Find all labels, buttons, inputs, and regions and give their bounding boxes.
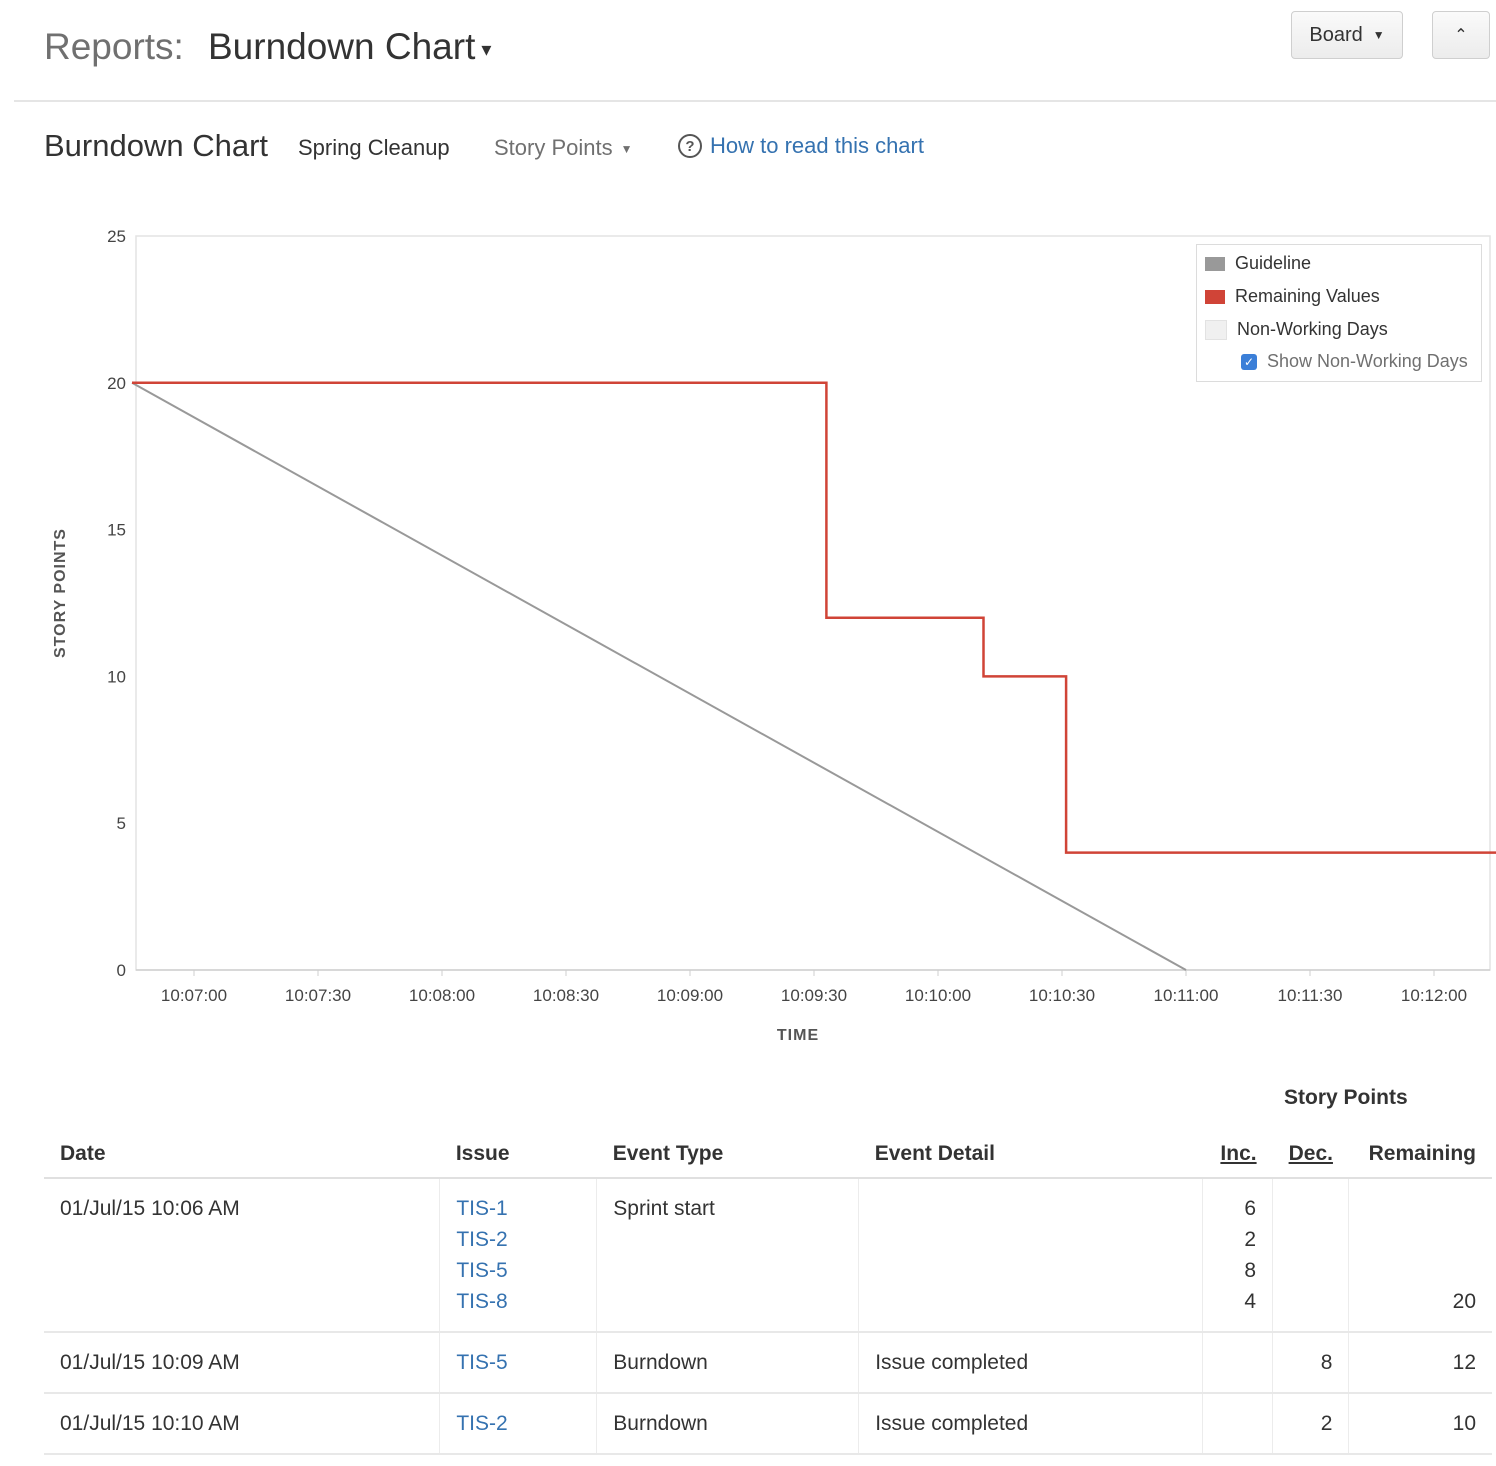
- remaining-values-series-line: [132, 381, 1496, 854]
- estimation-selector[interactable]: Story Points ▼: [494, 135, 633, 161]
- chevron-down-icon: ▼: [620, 142, 633, 157]
- show-nonworking-label: Show Non-Working Days: [1267, 351, 1468, 371]
- cell-issues: TIS-2: [439, 1393, 597, 1455]
- dec-help[interactable]: Dec.: [1288, 1141, 1333, 1165]
- help-link-label: How to read this chart: [710, 133, 924, 158]
- legend-entry-guideline: Guideline: [1205, 253, 1311, 274]
- cell-event-type: Burndown: [596, 1393, 859, 1455]
- y-tick-label: 0: [117, 961, 126, 980]
- chevron-down-icon: ▼: [1372, 28, 1385, 42]
- help-link[interactable]: ? How to read this chart: [678, 133, 924, 159]
- x-tick-label: 10:08:00: [409, 986, 475, 1005]
- x-tick-label: 10:07:30: [285, 986, 351, 1005]
- column-header-date: Date: [44, 1130, 440, 1179]
- x-axis-label: TIME: [777, 1027, 819, 1044]
- issue-link[interactable]: TIS-5: [456, 1351, 508, 1374]
- report-name: Burndown Chart: [208, 26, 476, 67]
- chevron-down-icon: ▾: [481, 38, 492, 61]
- y-tick-label: 20: [107, 374, 126, 393]
- inc-value: 6: [1244, 1197, 1257, 1220]
- inc-help[interactable]: Inc.: [1220, 1141, 1257, 1165]
- y-tick-label: 15: [107, 521, 126, 540]
- column-header-event-detail: Event Detail: [858, 1130, 1203, 1179]
- table-row: 01/Jul/15 10:09 AM TIS-5 Burndown Issue …: [44, 1332, 1492, 1394]
- cell-inc: 6 2 8 4: [1202, 1178, 1273, 1333]
- question-circle-icon: ?: [678, 134, 702, 158]
- column-header-inc: Inc.: [1202, 1130, 1273, 1179]
- legend-label-guideline: Guideline: [1235, 253, 1312, 273]
- cell-dec: 2: [1272, 1393, 1349, 1455]
- cell-inc: [1202, 1332, 1273, 1394]
- cell-dec: [1272, 1178, 1349, 1333]
- cell-inc: [1202, 1393, 1273, 1455]
- guideline-series-line: [131, 381, 1187, 971]
- issue-link[interactable]: TIS-2: [456, 1412, 508, 1435]
- x-tick-label: 10:12:00: [1401, 986, 1467, 1005]
- legend-swatch-remaining: [1205, 289, 1225, 304]
- x-tick-label: 10:10:30: [1029, 986, 1095, 1005]
- x-tick-label: 10:09:30: [781, 986, 847, 1005]
- inc-value: 2: [1244, 1228, 1257, 1251]
- cell-issues: TIS-1 TIS-2 TIS-5 TIS-8: [439, 1178, 597, 1333]
- sprint-selector[interactable]: Spring Cleanup: [298, 135, 450, 160]
- table-row: 01/Jul/15 10:10 AM TIS-2 Burndown Issue …: [44, 1393, 1492, 1455]
- legend-entry-nonworking: Non-Working Days: [1205, 319, 1388, 340]
- issue-link[interactable]: TIS-8: [456, 1290, 508, 1313]
- cell-event-type: Burndown: [596, 1332, 859, 1394]
- report-selector[interactable]: Burndown Chart ▾: [208, 26, 491, 68]
- y-tick-label: 5: [117, 814, 126, 833]
- issue-link[interactable]: TIS-2: [456, 1228, 508, 1251]
- story-points-group-header: Story Points: [1284, 1086, 1408, 1109]
- x-tick-label: 10:11:00: [1154, 986, 1219, 1005]
- x-tick-label: 10:11:30: [1278, 986, 1343, 1005]
- collapse-button[interactable]: ⌃: [1432, 11, 1490, 59]
- burndown-table: Date Issue Event Type Event Detail Inc. …: [44, 1130, 1492, 1455]
- x-tick-label: 10:10:00: [905, 986, 971, 1005]
- column-header-dec: Dec.: [1272, 1130, 1349, 1179]
- cell-dec: 8: [1272, 1332, 1349, 1394]
- x-tick-label: 10:09:00: [657, 986, 723, 1005]
- show-nonworking-toggle[interactable]: ✓ Show Non-Working Days: [1241, 351, 1468, 372]
- inc-value: 8: [1244, 1259, 1257, 1282]
- cell-event-detail: Issue completed: [858, 1332, 1203, 1394]
- board-button[interactable]: Board ▼: [1291, 11, 1403, 59]
- column-header-issue: Issue: [439, 1130, 597, 1179]
- cell-event-detail: Issue completed: [858, 1393, 1203, 1455]
- cell-remaining: 20: [1348, 1178, 1492, 1333]
- y-tick-label: 10: [107, 667, 126, 686]
- estimation-label: Story Points: [494, 135, 613, 160]
- x-tick-label: 10:07:00: [161, 986, 227, 1005]
- chart-legend: Guideline Remaining Values Non-Working D…: [1196, 244, 1482, 382]
- cell-date: 01/Jul/15 10:09 AM: [44, 1332, 440, 1394]
- y-axis-label: STORY POINTS: [52, 528, 69, 658]
- reports-breadcrumb: Reports:: [44, 26, 184, 67]
- cell-issues: TIS-5: [439, 1332, 597, 1394]
- cell-date: 01/Jul/15 10:10 AM: [44, 1393, 440, 1455]
- cell-remaining: 12: [1348, 1332, 1492, 1394]
- issue-link[interactable]: TIS-5: [456, 1259, 508, 1282]
- legend-label-remaining: Remaining Values: [1235, 286, 1380, 306]
- issue-link[interactable]: TIS-1: [456, 1197, 508, 1220]
- cell-event-type: Sprint start: [596, 1178, 859, 1333]
- legend-swatch-guideline: [1205, 256, 1225, 271]
- cell-remaining: 10: [1348, 1393, 1492, 1455]
- table-row: 01/Jul/15 10:06 AM TIS-1 TIS-2 TIS-5 TIS…: [44, 1178, 1492, 1333]
- column-header-event-type: Event Type: [596, 1130, 859, 1179]
- table-header-row: Date Issue Event Type Event Detail Inc. …: [44, 1130, 1492, 1179]
- legend-label-nonworking: Non-Working Days: [1237, 319, 1388, 339]
- double-chevron-up-icon: ⌃: [1454, 27, 1468, 44]
- y-tick-label: 25: [107, 227, 126, 246]
- checkbox-checked-icon[interactable]: ✓: [1241, 353, 1257, 370]
- legend-entry-remaining: Remaining Values: [1205, 286, 1380, 307]
- board-button-label: Board: [1309, 23, 1363, 46]
- cell-date: 01/Jul/15 10:06 AM: [44, 1178, 440, 1333]
- legend-swatch-nonworking: [1205, 319, 1227, 340]
- x-tick-label: 10:08:30: [533, 986, 599, 1005]
- chart-title: Burndown Chart: [44, 128, 269, 163]
- page-header: Reports: Burndown Chart ▾ Board ▼ ⌃: [14, 0, 1496, 102]
- cell-event-detail: [858, 1178, 1203, 1333]
- inc-value: 4: [1244, 1290, 1257, 1313]
- column-header-remaining: Remaining: [1348, 1130, 1492, 1179]
